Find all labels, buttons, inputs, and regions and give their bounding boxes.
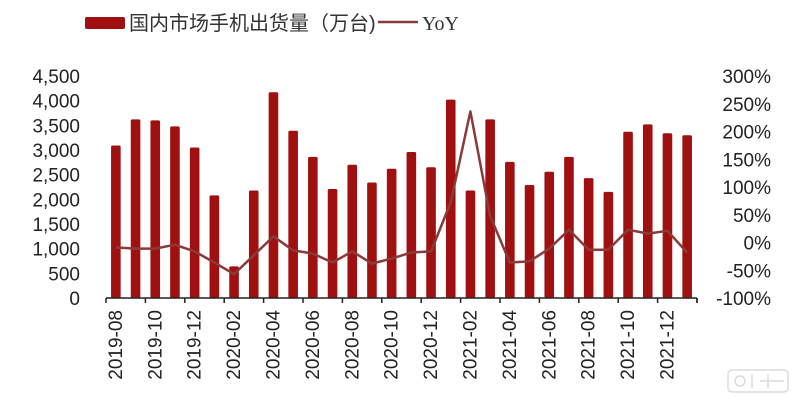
bar xyxy=(327,188,338,298)
y-left-tick-label: 1,000 xyxy=(32,240,80,261)
bar xyxy=(662,133,673,298)
bar xyxy=(642,124,653,298)
bar xyxy=(367,182,377,298)
bar xyxy=(603,191,614,298)
y-left-tick-label: 500 xyxy=(48,264,80,285)
y-right-tick-label: 100% xyxy=(722,178,771,199)
bar xyxy=(209,195,220,298)
legend-swatch-shipments xyxy=(85,17,125,29)
legend: 国内市场手机出货量（万台) YoY xyxy=(85,12,459,35)
bar xyxy=(682,135,692,298)
bar xyxy=(406,151,417,298)
x-tick-label: 2020-04 xyxy=(263,310,284,380)
y-left-tick-label: 2,000 xyxy=(32,190,80,211)
x-tick-label: 2019-12 xyxy=(185,310,206,380)
y-right-tick-label: 300% xyxy=(722,67,771,88)
bar xyxy=(524,185,535,298)
yoy-line xyxy=(115,110,689,276)
x-tick-label: 2021-02 xyxy=(460,310,481,380)
bar xyxy=(308,156,318,298)
bars xyxy=(111,92,692,299)
x-tick-label: 2020-08 xyxy=(342,310,363,380)
x-tick-label: 2019-10 xyxy=(145,310,166,380)
y-right-tick-label: 250% xyxy=(722,95,771,116)
x-tick-label: 2021-06 xyxy=(539,310,560,380)
x-tick-label: 2020-12 xyxy=(421,310,442,380)
y-right-tick-label: -50% xyxy=(727,261,771,282)
x-tick-label: 2021-12 xyxy=(657,310,678,380)
bar xyxy=(288,130,298,298)
bar xyxy=(564,156,574,298)
y-right-tick-label: 0% xyxy=(744,234,772,255)
y-right-tick-label: 150% xyxy=(722,150,771,171)
bar xyxy=(386,168,397,298)
y-left-tick-label: 2,500 xyxy=(32,166,80,187)
bar xyxy=(426,167,436,298)
x-tick-label: 2021-10 xyxy=(618,310,639,380)
bar xyxy=(229,266,239,298)
watermark-logo xyxy=(727,369,789,393)
x-tick-label: 2021-08 xyxy=(579,310,600,380)
bar xyxy=(465,190,476,298)
tick-labels: 0 500 1,000 1,500 2,000 2,500 3,000 3,500 4,000 4… xyxy=(32,67,771,380)
bar xyxy=(130,119,141,298)
bar xyxy=(347,164,358,298)
legend-label-shipments: 国内市场手机出货量（万台) xyxy=(129,12,376,35)
y-right-tick-label: -100% xyxy=(716,289,771,310)
bar xyxy=(505,161,515,298)
axes xyxy=(105,297,698,303)
x-tick-label: 2020-06 xyxy=(303,310,324,380)
bar xyxy=(583,178,594,298)
x-tick-label: 2020-02 xyxy=(224,310,245,380)
bar xyxy=(544,171,555,298)
bar xyxy=(248,190,259,298)
y-left-tick-label: 4,000 xyxy=(32,92,80,113)
bar xyxy=(485,119,495,298)
y-right-tick-label: 50% xyxy=(733,206,771,227)
bar xyxy=(150,120,161,299)
y-left-tick-label: 0 xyxy=(69,289,80,310)
bar xyxy=(111,145,121,298)
x-tick-label: 2020-10 xyxy=(382,310,403,380)
x-tick-label: 2019-08 xyxy=(106,310,127,380)
bar xyxy=(170,126,180,298)
y-left-tick-label: 4,500 xyxy=(32,67,80,88)
bar xyxy=(189,147,200,298)
x-tick-label: 2021-04 xyxy=(500,310,521,380)
y-right-tick-label: 200% xyxy=(722,123,771,144)
bar xyxy=(268,92,279,298)
y-left-tick-label: 3,500 xyxy=(32,116,80,137)
y-left-tick-label: 1,500 xyxy=(32,215,80,236)
y-left-tick-label: 3,000 xyxy=(32,141,80,162)
legend-label-yoy: YoY xyxy=(422,13,459,35)
bar xyxy=(623,131,633,298)
